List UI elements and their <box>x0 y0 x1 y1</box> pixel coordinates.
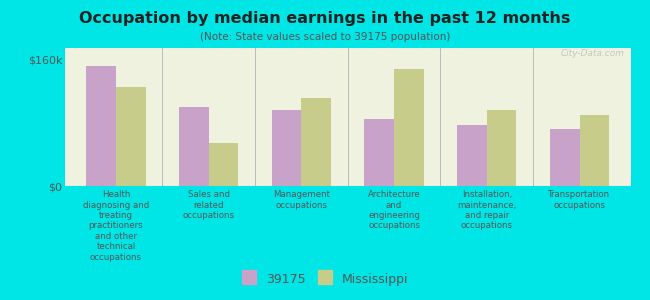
Text: (Note: State values scaled to 39175 population): (Note: State values scaled to 39175 popu… <box>200 32 450 41</box>
Bar <box>487 110 517 186</box>
Bar <box>86 66 116 186</box>
Bar <box>580 115 609 186</box>
Bar <box>272 110 302 186</box>
Legend: 39175, Mississippi: 39175, Mississippi <box>237 268 413 291</box>
Bar <box>365 119 394 186</box>
Bar <box>116 87 146 186</box>
Bar <box>302 98 331 186</box>
Bar <box>179 107 209 186</box>
Bar <box>394 69 424 186</box>
Bar <box>550 129 580 186</box>
Text: Occupation by median earnings in the past 12 months: Occupation by median earnings in the pas… <box>79 11 571 26</box>
Bar <box>457 125 487 186</box>
Bar <box>209 142 239 186</box>
Text: City-Data.com: City-Data.com <box>561 50 625 58</box>
